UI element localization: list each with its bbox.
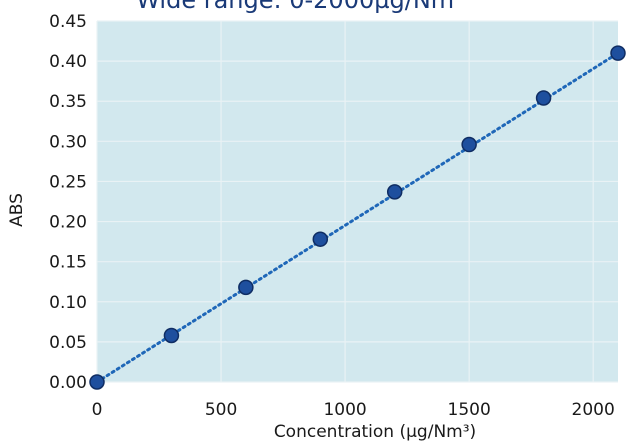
plot-area <box>97 21 618 382</box>
grid-lines <box>96 20 618 383</box>
y-axis-ticks: 0.00 0.05 0.10 0.15 0.20 0.25 0.30 0.35 0.40 0.45 <box>49 12 87 393</box>
y-tick-label: 0.35 <box>49 92 87 112</box>
y-tick-label: 0.25 <box>49 172 87 192</box>
x-axis-label: Concentration (µg/Nm³) <box>274 422 476 442</box>
trendline <box>95 51 620 384</box>
data-points <box>89 45 626 390</box>
data-point <box>89 374 105 390</box>
data-point <box>163 327 180 344</box>
data-point <box>238 279 254 296</box>
data-point <box>535 90 552 106</box>
y-tick-label: 0.05 <box>49 333 87 353</box>
chart-title: Wide range: 0-2000µg/Nm³ <box>136 0 464 14</box>
y-tick-label: 0.30 <box>49 132 87 152</box>
y-tick-label: 0.10 <box>49 293 87 313</box>
y-tick-label: 0.15 <box>49 253 87 273</box>
y-tick-label: 0.00 <box>49 373 87 393</box>
y-tick-label: 0.45 <box>49 12 87 32</box>
data-point <box>610 45 626 61</box>
data-point <box>461 136 477 153</box>
x-tick-label: 2000 <box>572 400 615 420</box>
data-point <box>312 231 329 247</box>
y-tick-label: 0.40 <box>49 52 87 72</box>
y-tick-label: 0.20 <box>49 213 87 233</box>
y-axis-label: ABS <box>7 193 27 227</box>
x-axis-ticks: 0 500 1000 1500 2000 <box>92 400 615 420</box>
x-tick-label: 0 <box>92 400 103 420</box>
x-tick-label: 1500 <box>448 400 491 420</box>
data-point <box>386 184 403 200</box>
x-tick-label: 500 <box>205 400 237 420</box>
x-tick-label: 1000 <box>323 400 366 420</box>
